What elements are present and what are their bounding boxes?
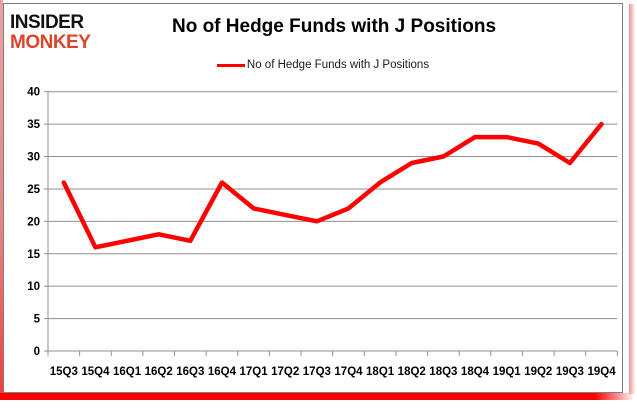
- legend-label: No of Hedge Funds with J Positions: [246, 59, 430, 71]
- x-axis-tick-label: 19Q2: [524, 366, 552, 378]
- x-axis-tick-label: 16Q3: [176, 366, 204, 378]
- x-axis-tick-label: 18Q3: [429, 366, 457, 378]
- x-axis-tick-label: 16Q1: [113, 366, 142, 378]
- y-axis-tick-label: 5: [34, 314, 41, 326]
- x-axis-tick-label: 18Q1: [366, 366, 395, 378]
- legend-line-icon: [216, 63, 245, 67]
- y-axis-tick-label: 40: [27, 87, 40, 99]
- pink-shadow-right-edge: [629, 4, 635, 394]
- logo-text-monkey: MONKEY: [10, 32, 91, 53]
- y-axis-tick-label: 35: [27, 119, 40, 131]
- y-axis-tick-label: 10: [27, 281, 40, 293]
- insider-monkey-logo: INSIDER MONKEY: [10, 12, 91, 53]
- line-chart-plot: 0 5 10 15 20 25 30 35 40 15Q3 15Q4 16Q1 16Q2 16Q3 16Q4…: [27, 87, 618, 378]
- x-axis-tick-label: 17Q3: [303, 366, 331, 378]
- logo-text-insider: INSIDER: [10, 12, 84, 33]
- y-axis-tick-label: 15: [27, 249, 40, 261]
- x-axis-tick-label: 19Q3: [556, 366, 584, 378]
- x-axis-tick-label: 17Q4: [334, 366, 363, 378]
- x-axis-tick-label: 17Q1: [240, 366, 269, 378]
- y-axis-tick-label: 0: [34, 346, 40, 358]
- x-axis-tick-label: 15Q4: [81, 366, 110, 378]
- red-accent-left-edge: [0, 0, 3, 400]
- x-axis-tick-label: 17Q2: [271, 366, 299, 378]
- x-axis-tick-label: 19Q4: [587, 366, 616, 378]
- hedge-funds-series-line: [61, 121, 604, 250]
- x-axis-tick-label: 19Q1: [493, 366, 522, 378]
- x-axis-tick-label: 16Q2: [145, 366, 173, 378]
- chart-legend: No of Hedge Funds with J Positions: [14, 59, 632, 71]
- chart-frame: INSIDER MONKEY No of Hedge Funds with J …: [3, 3, 623, 393]
- chart-title: No of Hedge Funds with J Positions: [171, 16, 497, 37]
- red-accent-bottom-edge: [0, 393, 633, 400]
- x-axis-tick-label: 18Q2: [398, 366, 426, 378]
- y-axis-tick-label: 30: [27, 152, 40, 164]
- x-axis-tick-label: 18Q4: [461, 366, 490, 378]
- y-axis-tick-label: 25: [27, 184, 40, 196]
- x-axis-tick-label: 15Q3: [50, 366, 78, 378]
- y-axis-tick-label: 20: [27, 216, 40, 228]
- x-axis-tick-label: 16Q4: [208, 366, 237, 378]
